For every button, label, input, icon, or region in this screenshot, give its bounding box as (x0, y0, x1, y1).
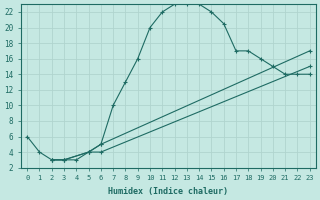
X-axis label: Humidex (Indice chaleur): Humidex (Indice chaleur) (108, 187, 228, 196)
